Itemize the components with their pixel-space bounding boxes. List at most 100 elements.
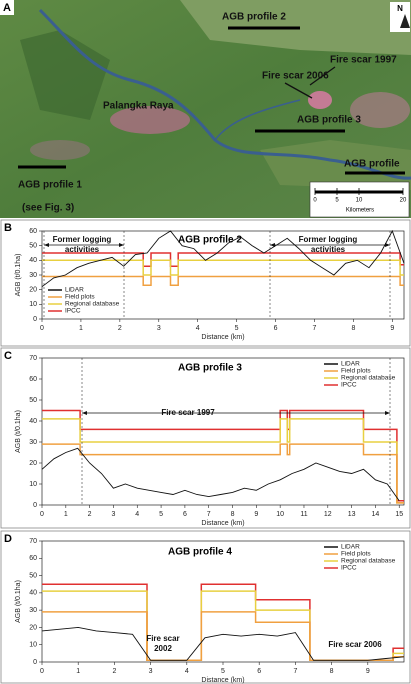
y-tick-label: 30 — [29, 607, 37, 614]
y-tick-label: 30 — [29, 272, 37, 279]
x-tick-label: 5 — [235, 325, 239, 332]
y-tick-label: 60 — [29, 228, 37, 235]
x-tick-label: 8 — [330, 668, 334, 675]
x-tick-label: 8 — [351, 325, 355, 332]
y-tick-label: 10 — [29, 642, 37, 649]
legend-label: LiDAR — [65, 287, 84, 294]
x-axis-label: Distance (km) — [201, 677, 244, 684]
x-tick-label: 14 — [372, 511, 380, 518]
y-tick-label: 0 — [33, 502, 37, 509]
x-axis-label: Distance (km) — [201, 520, 244, 527]
y-tick-label: 10 — [29, 301, 37, 308]
y-tick-label: 70 — [29, 538, 37, 545]
y-tick-label: 40 — [29, 590, 37, 597]
y-tick-label: 10 — [29, 481, 37, 488]
annotation: Former logging — [53, 235, 112, 244]
chart-title: AGB profile 4 — [168, 547, 232, 558]
legend-label: Field plots — [341, 551, 371, 558]
legend-label: Regional database — [341, 558, 396, 565]
x-tick-label: 15 — [395, 511, 403, 518]
x-tick-label: 13 — [348, 511, 356, 518]
x-tick-label: 7 — [207, 511, 211, 518]
x-tick-label: 3 — [149, 668, 153, 675]
x-tick-label: 0 — [40, 325, 44, 332]
panel-letter: C — [4, 350, 12, 362]
x-tick-label: 4 — [196, 325, 200, 332]
x-tick-label: 1 — [79, 325, 83, 332]
x-tick-label: 11 — [300, 511, 307, 518]
x-tick-label: 1 — [64, 511, 68, 518]
x-tick-label: 2 — [112, 668, 116, 675]
y-tick-label: 50 — [29, 397, 37, 404]
x-axis-label: Distance (km) — [201, 334, 244, 341]
legend-label: Field plots — [341, 368, 371, 375]
annotation: 2002 — [154, 644, 172, 653]
y-tick-label: 50 — [29, 243, 37, 250]
chart-title: AGB profile 2 — [178, 235, 242, 246]
chart-title: AGB profile 3 — [178, 363, 242, 374]
map-label: Fire scar 2006 — [262, 71, 329, 82]
burn-scar — [30, 140, 90, 160]
x-tick-label: 9 — [254, 511, 258, 518]
y-tick-label: 20 — [29, 460, 37, 467]
scale-tick-label: 20 — [400, 198, 407, 204]
legend-label: Regional database — [65, 301, 120, 308]
panel-letter: B — [4, 222, 12, 234]
y-axis-label: AGB (t/0.1ha) — [15, 580, 22, 623]
map-label: Fire scar 1997 — [330, 55, 397, 66]
y-tick-label: 50 — [29, 572, 37, 579]
x-tick-label: 4 — [185, 668, 189, 675]
annotation: Fire scar — [146, 634, 179, 643]
legend-label: LiDAR — [341, 361, 360, 368]
x-tick-label: 7 — [313, 325, 317, 332]
x-tick-label: 5 — [159, 511, 163, 518]
y-tick-label: 70 — [29, 355, 37, 362]
y-tick-label: 0 — [33, 316, 37, 323]
map-label: AGB profile 3 — [297, 115, 361, 126]
x-tick-label: 3 — [157, 325, 161, 332]
y-tick-label: 40 — [29, 418, 37, 425]
annotation: Fire scar 2006 — [328, 640, 382, 649]
x-tick-label: 9 — [390, 325, 394, 332]
burn-scar — [308, 91, 332, 109]
map-label: AGB profile — [344, 159, 400, 170]
x-tick-label: 10 — [276, 511, 284, 518]
x-tick-label: 2 — [118, 325, 122, 332]
legend-label: Regional database — [341, 375, 396, 382]
north-label: N — [397, 4, 403, 13]
x-tick-label: 12 — [324, 511, 332, 518]
map-label: (see Fig. 3) — [22, 203, 74, 214]
x-tick-label: 2 — [88, 511, 92, 518]
panel-letter: D — [4, 533, 12, 545]
annotation: Former logging — [299, 235, 358, 244]
scale-unit: Kilometers — [346, 208, 374, 214]
annotation: activities — [65, 245, 100, 254]
y-axis-label: AGB (t/0.1ha) — [15, 410, 22, 453]
legend-label: IPCC — [341, 565, 357, 572]
y-tick-label: 40 — [29, 257, 37, 264]
figure: ANAGB profile 2Fire scar 1997Fire scar 2… — [0, 0, 411, 684]
legend-label: IPCC — [65, 308, 81, 315]
x-tick-label: 6 — [183, 511, 187, 518]
legend-label: LiDAR — [341, 544, 360, 551]
map-label: AGB profile 1 — [18, 180, 82, 191]
y-tick-label: 60 — [29, 376, 37, 383]
x-tick-label: 7 — [293, 668, 297, 675]
x-tick-label: 0 — [40, 668, 44, 675]
map-label: Palangka Raya — [103, 101, 174, 112]
x-tick-label: 0 — [40, 511, 44, 518]
legend-label: IPCC — [341, 382, 357, 389]
y-tick-label: 0 — [33, 659, 37, 666]
y-tick-label: 20 — [29, 624, 37, 631]
x-tick-label: 8 — [231, 511, 235, 518]
panel-letter: A — [3, 2, 11, 14]
x-tick-label: 6 — [257, 668, 261, 675]
map-label: AGB profile 2 — [222, 12, 286, 23]
page: {"map": {"panel": "A", "north": "N", "la… — [0, 0, 411, 684]
scale-tick-label: 10 — [356, 198, 363, 204]
y-tick-label: 20 — [29, 287, 37, 294]
x-tick-label: 9 — [366, 668, 370, 675]
x-tick-label: 5 — [221, 668, 225, 675]
x-tick-label: 6 — [274, 325, 278, 332]
x-tick-label: 3 — [111, 511, 115, 518]
